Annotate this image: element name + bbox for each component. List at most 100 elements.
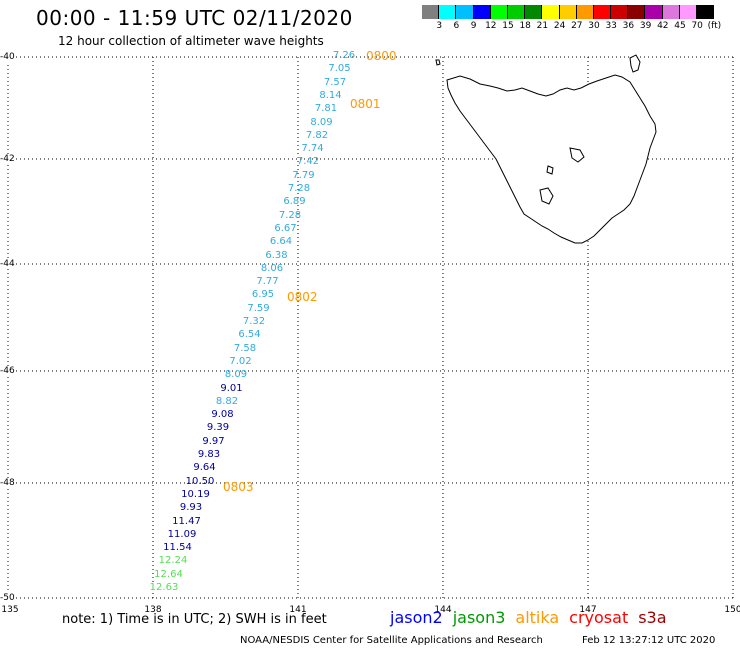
generated-timestamp: Feb 12 13:27:12 UTC 2020 [582, 635, 716, 646]
wave-height-value: 11.47 [172, 515, 201, 527]
scale-swatch [645, 5, 663, 19]
latitude-label: -46 [0, 366, 15, 376]
wave-height-value: 7.32 [242, 316, 266, 327]
legend-cryosat: cryosat [569, 608, 629, 627]
scale-label: 18 [519, 21, 531, 31]
wave-height-value: 7.58 [233, 342, 257, 354]
wave-height-value: 9.83 [197, 449, 221, 460]
tasmania-coastline [446, 74, 657, 244]
wave-height-value: 11.54 [163, 542, 192, 554]
wave-height-value: 7.57 [323, 76, 347, 88]
color-scale-swatches [422, 5, 732, 19]
wave-height-value: 8.09 [310, 116, 333, 128]
wave-height-value: 6.54 [238, 329, 261, 341]
king-island [435, 59, 441, 66]
longitude-label: 144 [434, 605, 452, 615]
scale-label: 15 [502, 21, 514, 31]
scale-label: 45 [674, 21, 686, 31]
scale-label: 6 [453, 21, 460, 31]
scale-swatch [490, 5, 508, 19]
wave-height-value: 7.26 [332, 50, 356, 61]
scale-swatch [611, 5, 629, 19]
wave-height-value: 7.02 [229, 355, 252, 367]
wave-height-value: 7.82 [305, 129, 329, 141]
wave-height-value: 8.06 [260, 262, 284, 274]
wave-height-value: 9.39 [206, 422, 230, 434]
wave-height-value: 11.09 [167, 528, 197, 540]
wave-height-value: 8.14 [319, 89, 342, 101]
scale-label: (ft) [707, 21, 722, 31]
time-marker: 0802 [287, 290, 318, 304]
legend-s3a: s3a [638, 608, 667, 627]
scale-swatch [525, 5, 543, 19]
latitude-label: -50 [0, 593, 15, 603]
longitude-label: 150 [724, 605, 740, 615]
longitude-label: 141 [289, 605, 307, 615]
page-title: 00:00 - 11:59 UTC 02/11/2020 [36, 6, 353, 30]
satellite-legend: jason2 jason3 altika cryosat s3a [390, 608, 677, 627]
scale-label: 21 [536, 21, 549, 31]
wave-height-value: 7.05 [328, 63, 351, 75]
wave-height-value: 8.82 [215, 395, 239, 407]
scale-label: 42 [657, 21, 669, 31]
wave-height-value: 12.63 [149, 582, 179, 593]
scale-label: 70 [691, 21, 703, 31]
wave-height-value: 9.01 [220, 382, 243, 394]
scale-swatch [628, 5, 646, 19]
wave-height-value: 7.74 [301, 143, 324, 155]
wave-height-value: 10.50 [185, 475, 215, 487]
wave-height-value: 8.09 [224, 369, 248, 381]
scale-swatch [662, 5, 680, 19]
wave-height-value: 7.28 [287, 183, 311, 194]
scale-swatch [473, 5, 491, 19]
scale-label: 3 [436, 21, 443, 31]
wave-height-value: 7.59 [247, 302, 270, 314]
scale-swatch [593, 5, 612, 19]
scale-label: 36 [622, 21, 635, 31]
wave-height-value: 6.95 [251, 289, 275, 301]
wave-height-value: 9.97 [202, 435, 225, 447]
inland-lake-2 [539, 187, 554, 205]
time-marker: 0803 [223, 480, 254, 494]
wave-height-value: 10.19 [181, 488, 210, 500]
scale-label: 24 [553, 21, 566, 31]
inland-lake-1 [569, 147, 585, 163]
page-subtitle: 12 hour collection of altimeter wave hei… [58, 34, 324, 48]
scale-swatch [576, 5, 594, 19]
scale-swatch [679, 5, 697, 19]
wave-height-value: 9.64 [193, 462, 216, 474]
wave-height-value: 6.64 [269, 236, 293, 248]
color-scale-labels: 3 6 9 12 15 18 21 24 27 30 33 36 39 42 45 70 (ft) [422, 19, 732, 31]
flinders-island [629, 54, 641, 73]
wave-height-value: 9.93 [179, 502, 203, 514]
scale-swatch [542, 5, 560, 19]
scale-label: 12 [485, 21, 497, 31]
wave-height-value: 12.24 [158, 555, 188, 567]
scale-label: 27 [571, 21, 583, 31]
scale-swatch [456, 5, 474, 19]
wave-height-value: 7.42 [296, 156, 320, 168]
scale-swatch [439, 5, 457, 19]
inland-lake-3 [546, 165, 554, 175]
longitude-label: 147 [579, 605, 597, 615]
legend-jason3: jason3 [452, 608, 506, 627]
wave-height-value: 7.28 [278, 209, 302, 221]
wave-height-value: 9.08 [211, 409, 234, 421]
color-scale: 3 6 9 12 15 18 21 24 27 30 33 36 39 42 45 70 (ft) [422, 5, 732, 35]
footnote: note: 1) Time is in UTC; 2) SWH is in fe… [62, 612, 327, 627]
longitude-label: 135 [1, 605, 19, 615]
scale-swatch [559, 5, 577, 19]
time-marker: 0800 [366, 49, 397, 63]
longitude-label: 138 [144, 605, 162, 615]
wave-height-value: 12.64 [154, 568, 183, 580]
agency-credit: NOAA/NESDIS Center for Satellite Applica… [240, 635, 543, 646]
latitude-label: -42 [0, 154, 15, 164]
latitude-label: -48 [0, 478, 15, 488]
scale-label: 30 [588, 21, 600, 31]
scale-swatch [422, 5, 440, 19]
wave-height-value: 7.77 [256, 276, 279, 288]
latitude-label: -40 [0, 52, 15, 62]
scale-label: 9 [470, 21, 477, 31]
scale-label: 33 [605, 21, 617, 31]
